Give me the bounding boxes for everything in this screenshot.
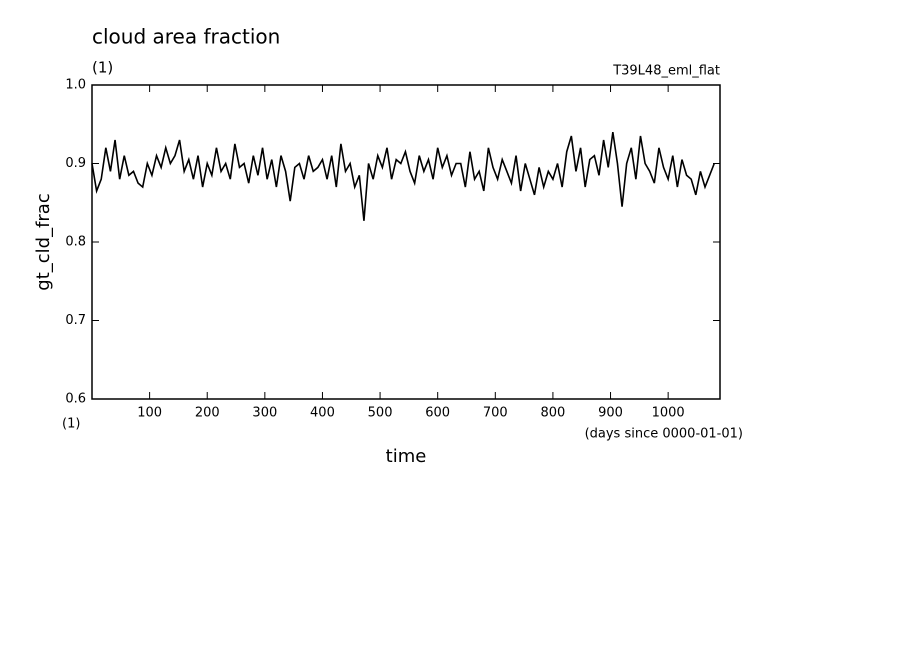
x-tick-label: 600	[425, 406, 450, 421]
x-tick-label: 200	[195, 406, 220, 421]
subtitle: (1)	[92, 59, 113, 77]
y-tick-label: 0.8	[65, 235, 86, 250]
plot-frame	[91, 84, 721, 400]
y-unit: (1)	[62, 417, 80, 432]
x-tick-label: 500	[368, 406, 393, 421]
x-tick-label: 900	[598, 406, 623, 421]
y-tick-label: 0.7	[65, 313, 86, 328]
x-tick-label: 300	[252, 406, 277, 421]
y-axis-label: gt_cld_frac	[33, 193, 54, 290]
y-tick-label: 0.6	[65, 392, 86, 407]
x-tick-label: 100	[137, 406, 162, 421]
x-unit: (days since 0000-01-01)	[585, 427, 743, 442]
data-line	[91, 131, 715, 221]
x-tick-label: 400	[310, 406, 335, 421]
y-tick-label: 0.9	[65, 156, 86, 171]
x-tick-label: 700	[483, 406, 508, 421]
chart-title: cloud area fraction	[92, 25, 280, 49]
y-tick-label: 1.0	[65, 78, 86, 93]
run-label: T39L48_eml_flat	[612, 64, 720, 79]
x-tick-label: 800	[541, 406, 566, 421]
x-tick-label: 1000	[652, 406, 685, 421]
x-axis-label: time	[386, 446, 427, 467]
